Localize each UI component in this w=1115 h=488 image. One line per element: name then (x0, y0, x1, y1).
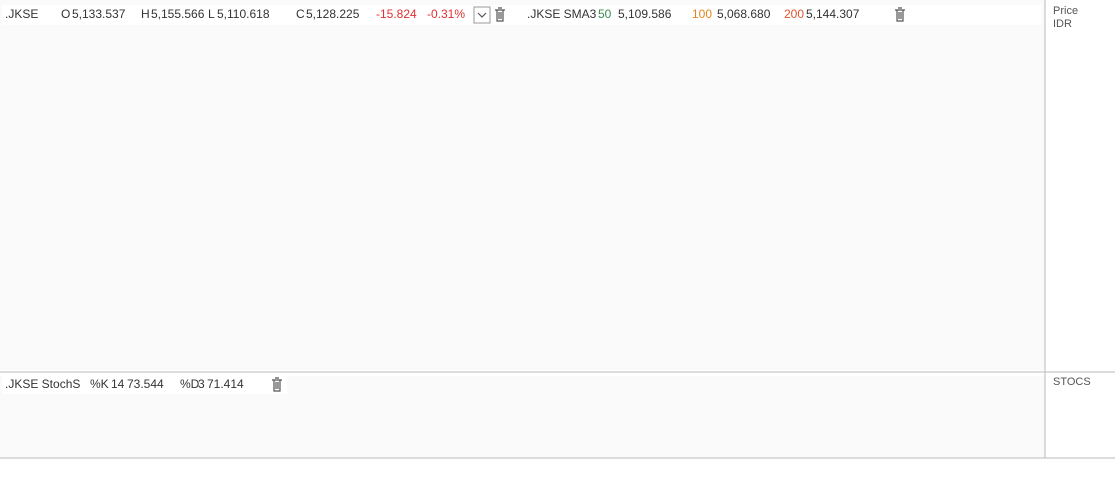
legend-name: %D (180, 377, 200, 391)
delete-button[interactable] (895, 7, 905, 22)
legend-value: 71.414 (207, 377, 244, 391)
ohlc-key: H (141, 7, 150, 21)
price-pane (0, 0, 1045, 370)
legend-name: %K (90, 377, 109, 391)
ohlc-value: 5,110.618 (217, 7, 270, 21)
legend-value: 5,068.680 (717, 7, 771, 21)
axis-title: STOCS (1053, 376, 1091, 388)
ohlc-value: 5,155.566 (151, 7, 205, 21)
legend-param: 14 (111, 377, 125, 391)
legend-name: 100 (692, 7, 712, 21)
legend-name: 50 (598, 7, 612, 21)
change: -15.824 (376, 7, 417, 21)
legend-name: 200 (784, 7, 804, 21)
delete-button[interactable] (495, 7, 505, 22)
legend-param: 3 (198, 377, 205, 391)
indicator-title: .JKSE StochS (5, 377, 80, 391)
legend-value: 5,144.307 (806, 7, 860, 21)
legend-bg (2, 376, 287, 394)
ohlc-key: L (208, 7, 215, 21)
axis-title: Price (1053, 5, 1078, 17)
symbol: .JKSE (5, 7, 38, 21)
legend-value: 73.544 (127, 377, 164, 391)
collapse-button[interactable] (473, 6, 491, 24)
ohlc-value: 5,128.225 (306, 7, 360, 21)
ohlc-key: C (296, 7, 305, 21)
legend-bg (2, 5, 1042, 25)
axis-title: IDR (1053, 18, 1072, 30)
indicator-title: .JKSE SMA3 (527, 7, 597, 21)
legend-value: 5,109.586 (618, 7, 672, 21)
top-layer: .JKSE O 5,133.537 H 5,155.566 L 5,110.61… (0, 0, 1115, 459)
delete-button[interactable] (272, 377, 282, 392)
ohlc-value: 5,133.537 (72, 7, 126, 21)
change-pct: -0.31% (427, 7, 465, 21)
ohlc-key: O (61, 7, 70, 21)
